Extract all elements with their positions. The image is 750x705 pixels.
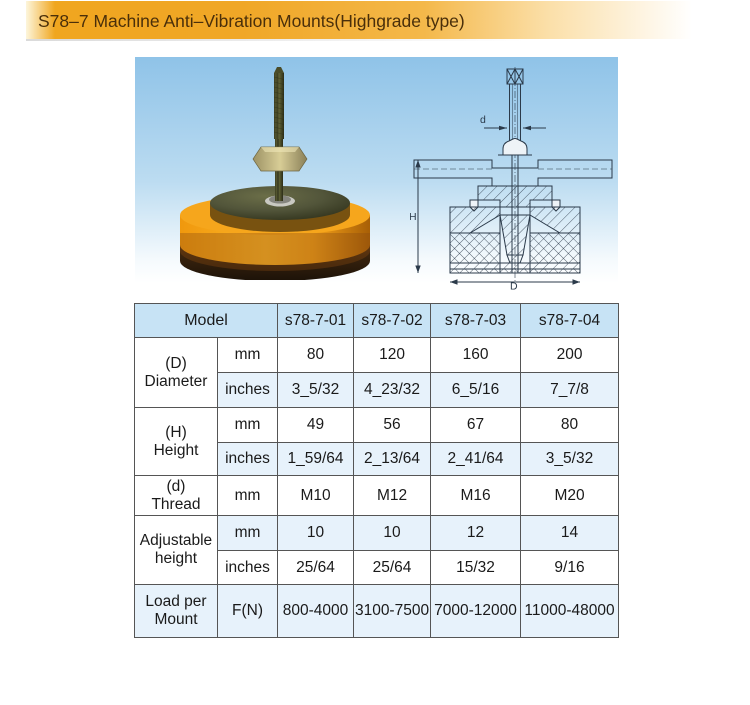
svg-text:D: D — [510, 281, 518, 291]
svg-text:d: d — [480, 114, 486, 126]
svg-text:H: H — [410, 211, 417, 223]
